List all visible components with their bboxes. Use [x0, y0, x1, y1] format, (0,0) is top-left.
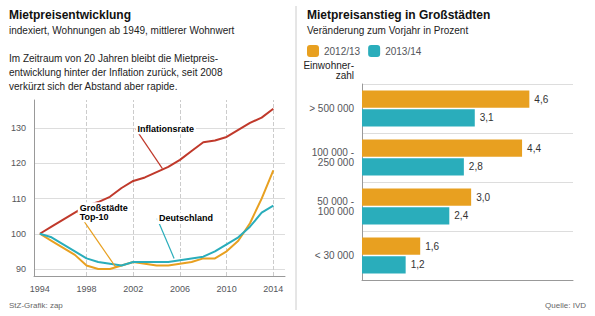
svg-text:2014: 2014 [263, 284, 283, 294]
svg-text:120: 120 [11, 158, 26, 168]
svg-text:1998: 1998 [77, 284, 97, 294]
svg-text:Großstädte: Großstädte [79, 202, 128, 213]
svg-text:100: 100 [11, 229, 26, 239]
svg-text:50 000 -: 50 000 - [317, 196, 354, 207]
svg-text:1994: 1994 [30, 284, 50, 294]
svg-text:Deutschland: Deutschland [159, 213, 213, 223]
svg-text:Mietpreisentwicklung: Mietpreisentwicklung [9, 8, 131, 22]
svg-text:2,8: 2,8 [469, 161, 483, 172]
svg-text:4,6: 4,6 [534, 94, 548, 105]
svg-text:100 000: 100 000 [318, 206, 355, 217]
svg-text:Mietpreisanstieg in Großstädte: Mietpreisanstieg in Großstädten [307, 8, 490, 22]
svg-text:> 500 000: > 500 000 [309, 103, 354, 114]
svg-text:Inflationsrate: Inflationsrate [137, 124, 194, 134]
svg-text:2006: 2006 [170, 284, 190, 294]
svg-text:1,2: 1,2 [411, 259, 425, 270]
svg-text:Veränderung zum Vorjahr in Pro: Veränderung zum Vorjahr in Prozent [307, 25, 468, 36]
svg-text:3,0: 3,0 [476, 192, 490, 203]
svg-text:verkürzt sich der Abstand aber: verkürzt sich der Abstand aber rapide. [9, 81, 177, 92]
svg-text:zahl: zahl [336, 70, 354, 81]
svg-text:2,4: 2,4 [454, 210, 468, 221]
svg-text:1,6: 1,6 [425, 241, 439, 252]
svg-text:2002: 2002 [123, 284, 143, 294]
svg-text:2013/14: 2013/14 [385, 46, 422, 57]
svg-text:< 30 000: < 30 000 [315, 250, 355, 261]
svg-text:110: 110 [12, 194, 26, 204]
svg-text:StZ-Grafik: zap: StZ-Grafik: zap [9, 301, 63, 310]
svg-text:Top-10: Top-10 [80, 212, 109, 222]
svg-text:4,4: 4,4 [527, 143, 541, 154]
svg-text:Im Zeitraum von 20 Jahren blei: Im Zeitraum von 20 Jahren bleibt die Mie… [9, 53, 218, 64]
svg-text:130: 130 [11, 123, 26, 133]
svg-text:3,1: 3,1 [480, 112, 494, 123]
svg-text:entwicklung hinter der Inflati: entwicklung hinter der Inflation zurück,… [9, 67, 223, 78]
svg-text:Einwohner-: Einwohner- [303, 59, 354, 71]
svg-text:90: 90 [16, 264, 26, 274]
svg-text:2010: 2010 [217, 284, 237, 294]
svg-text:100 000 -: 100 000 - [311, 147, 354, 158]
svg-text:indexiert, Wohnungen ab 1949,: indexiert, Wohnungen ab 1949, mittlerer … [9, 25, 235, 36]
svg-text:Quelle: IVD: Quelle: IVD [545, 301, 586, 310]
svg-text:2012/13: 2012/13 [324, 46, 361, 57]
svg-text:250 000: 250 000 [318, 157, 355, 168]
